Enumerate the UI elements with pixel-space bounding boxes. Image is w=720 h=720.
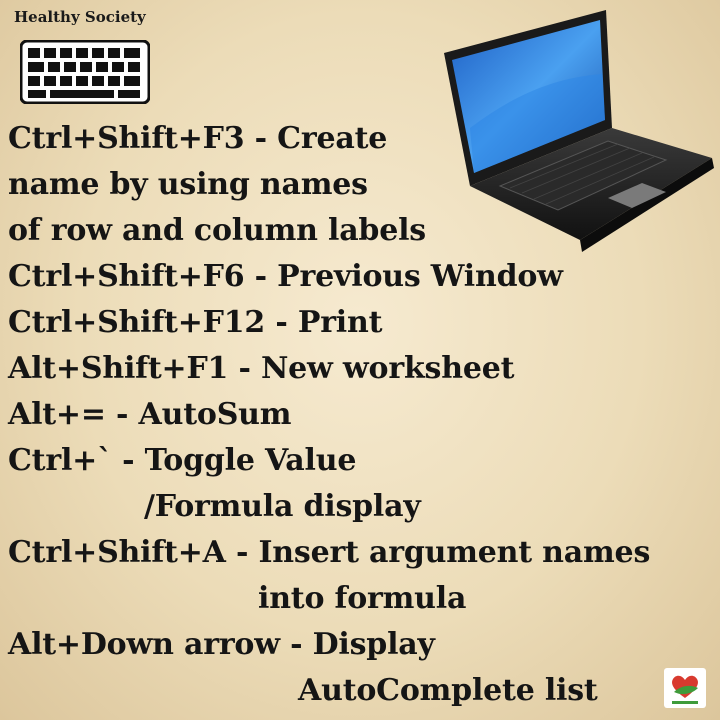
shortcut-line-3: of row and column labels <box>8 213 426 248</box>
shortcut-line-4: Ctrl+Shift+F6 - Previous Window <box>8 259 563 294</box>
brand-title: Healthy Society <box>14 8 146 26</box>
shortcut-line-10: Ctrl+Shift+A - Insert argument names <box>8 535 651 570</box>
shortcut-line-6: Alt+Shift+F1 - New worksheet <box>8 351 515 386</box>
shortcut-line-8: Ctrl+` - Toggle Value <box>8 443 357 478</box>
healthy-society-badge-icon <box>664 668 706 708</box>
shortcut-line-12: Alt+Down arrow - Display <box>8 627 435 662</box>
shortcut-line-5: Ctrl+Shift+F12 - Print <box>8 305 383 340</box>
shortcut-line-7: Alt+= - AutoSum <box>8 397 292 432</box>
shortcut-line-1: Ctrl+Shift+F3 - Create <box>8 121 388 156</box>
laptop-icon <box>444 10 714 252</box>
shortcut-line-13: AutoComplete list <box>298 673 598 708</box>
shortcut-line-9: /Formula display <box>144 489 421 524</box>
shortcut-line-2: name by using names <box>8 167 368 202</box>
shortcut-line-11: into formula <box>258 581 467 616</box>
keyboard-icon <box>20 40 150 104</box>
